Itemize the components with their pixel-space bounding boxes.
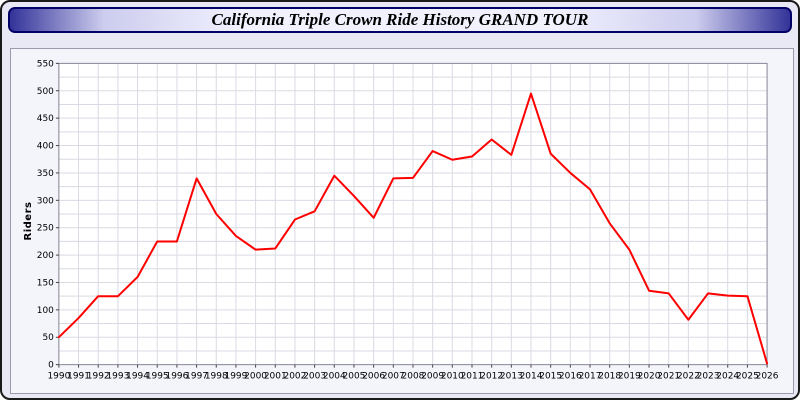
x-tick-label: 2009 [421,372,444,382]
riders-line [57,92,769,365]
y-tick-label: 450 [37,114,54,124]
x-tick-label: 1995 [146,372,169,382]
x-tick-label: 1990 [47,372,70,382]
y-tick-label: 250 [37,224,54,234]
y-tick-label: 500 [37,87,54,97]
y-tick-label: 50 [42,333,54,343]
x-tick-label: 2021 [657,372,680,382]
x-tick-label: 2017 [579,372,602,382]
line-chart: 0501001502002503003504004505005501990199… [37,59,779,382]
x-tick-label: 2025 [736,372,759,382]
x-tick-label: 2003 [303,372,326,382]
x-tick-label: 2013 [500,372,523,382]
x-tick-label: 1998 [205,372,228,382]
x-tick-label: 1999 [225,372,248,382]
y-tick-label: 550 [37,59,54,69]
x-tick-label: 1997 [185,372,208,382]
x-tick-label: 2018 [598,372,621,382]
x-tick-label: 1996 [165,372,188,382]
y-tick-label: 150 [37,278,54,288]
x-tick-label: 2006 [362,372,385,382]
y-tick-label: 100 [37,306,54,316]
x-tick-label: 2015 [539,372,562,382]
x-tick-label: 2020 [638,372,661,382]
y-tick-label: 400 [37,142,54,152]
x-tick-label: 2012 [480,372,503,382]
x-tick-label: 2026 [756,372,779,382]
y-tick-label: 300 [37,196,54,206]
x-tick-label: 2000 [244,372,267,382]
y-tick-label: 350 [37,169,54,179]
x-tick-label: 2008 [402,372,425,382]
x-tick-label: 2019 [618,372,641,382]
chart-title-bar: California Triple Crown Ride History GRA… [8,7,792,33]
x-tick-label: 2001 [264,372,287,382]
x-tick-label: 2024 [716,372,739,382]
x-tick-label: 1992 [87,372,110,382]
x-tick-label: 2002 [284,372,307,382]
x-tick-label: 1993 [106,372,129,382]
x-tick-label: 1994 [126,372,149,382]
x-tick-label: 2023 [697,372,720,382]
y-tick-label: 200 [37,251,54,261]
x-tick-label: 2007 [382,372,405,382]
chart-title: California Triple Crown Ride History GRA… [211,10,589,29]
x-tick-label: 2005 [343,372,366,382]
x-tick-label: 2014 [520,372,543,382]
y-axis-label: Riders [22,201,34,241]
chart-panel: Riders 0 50 100 150 200 250 300 350 400 450 500 550… [10,48,794,394]
x-tick-label: 2010 [441,372,464,382]
x-tick-label: 2022 [677,372,700,382]
x-tick-label: 2016 [559,372,582,382]
x-tick-label: 2004 [323,372,346,382]
x-tick-label: 1991 [67,372,90,382]
y-tick-label: 0 [48,361,54,371]
x-tick-label: 2011 [461,372,484,382]
